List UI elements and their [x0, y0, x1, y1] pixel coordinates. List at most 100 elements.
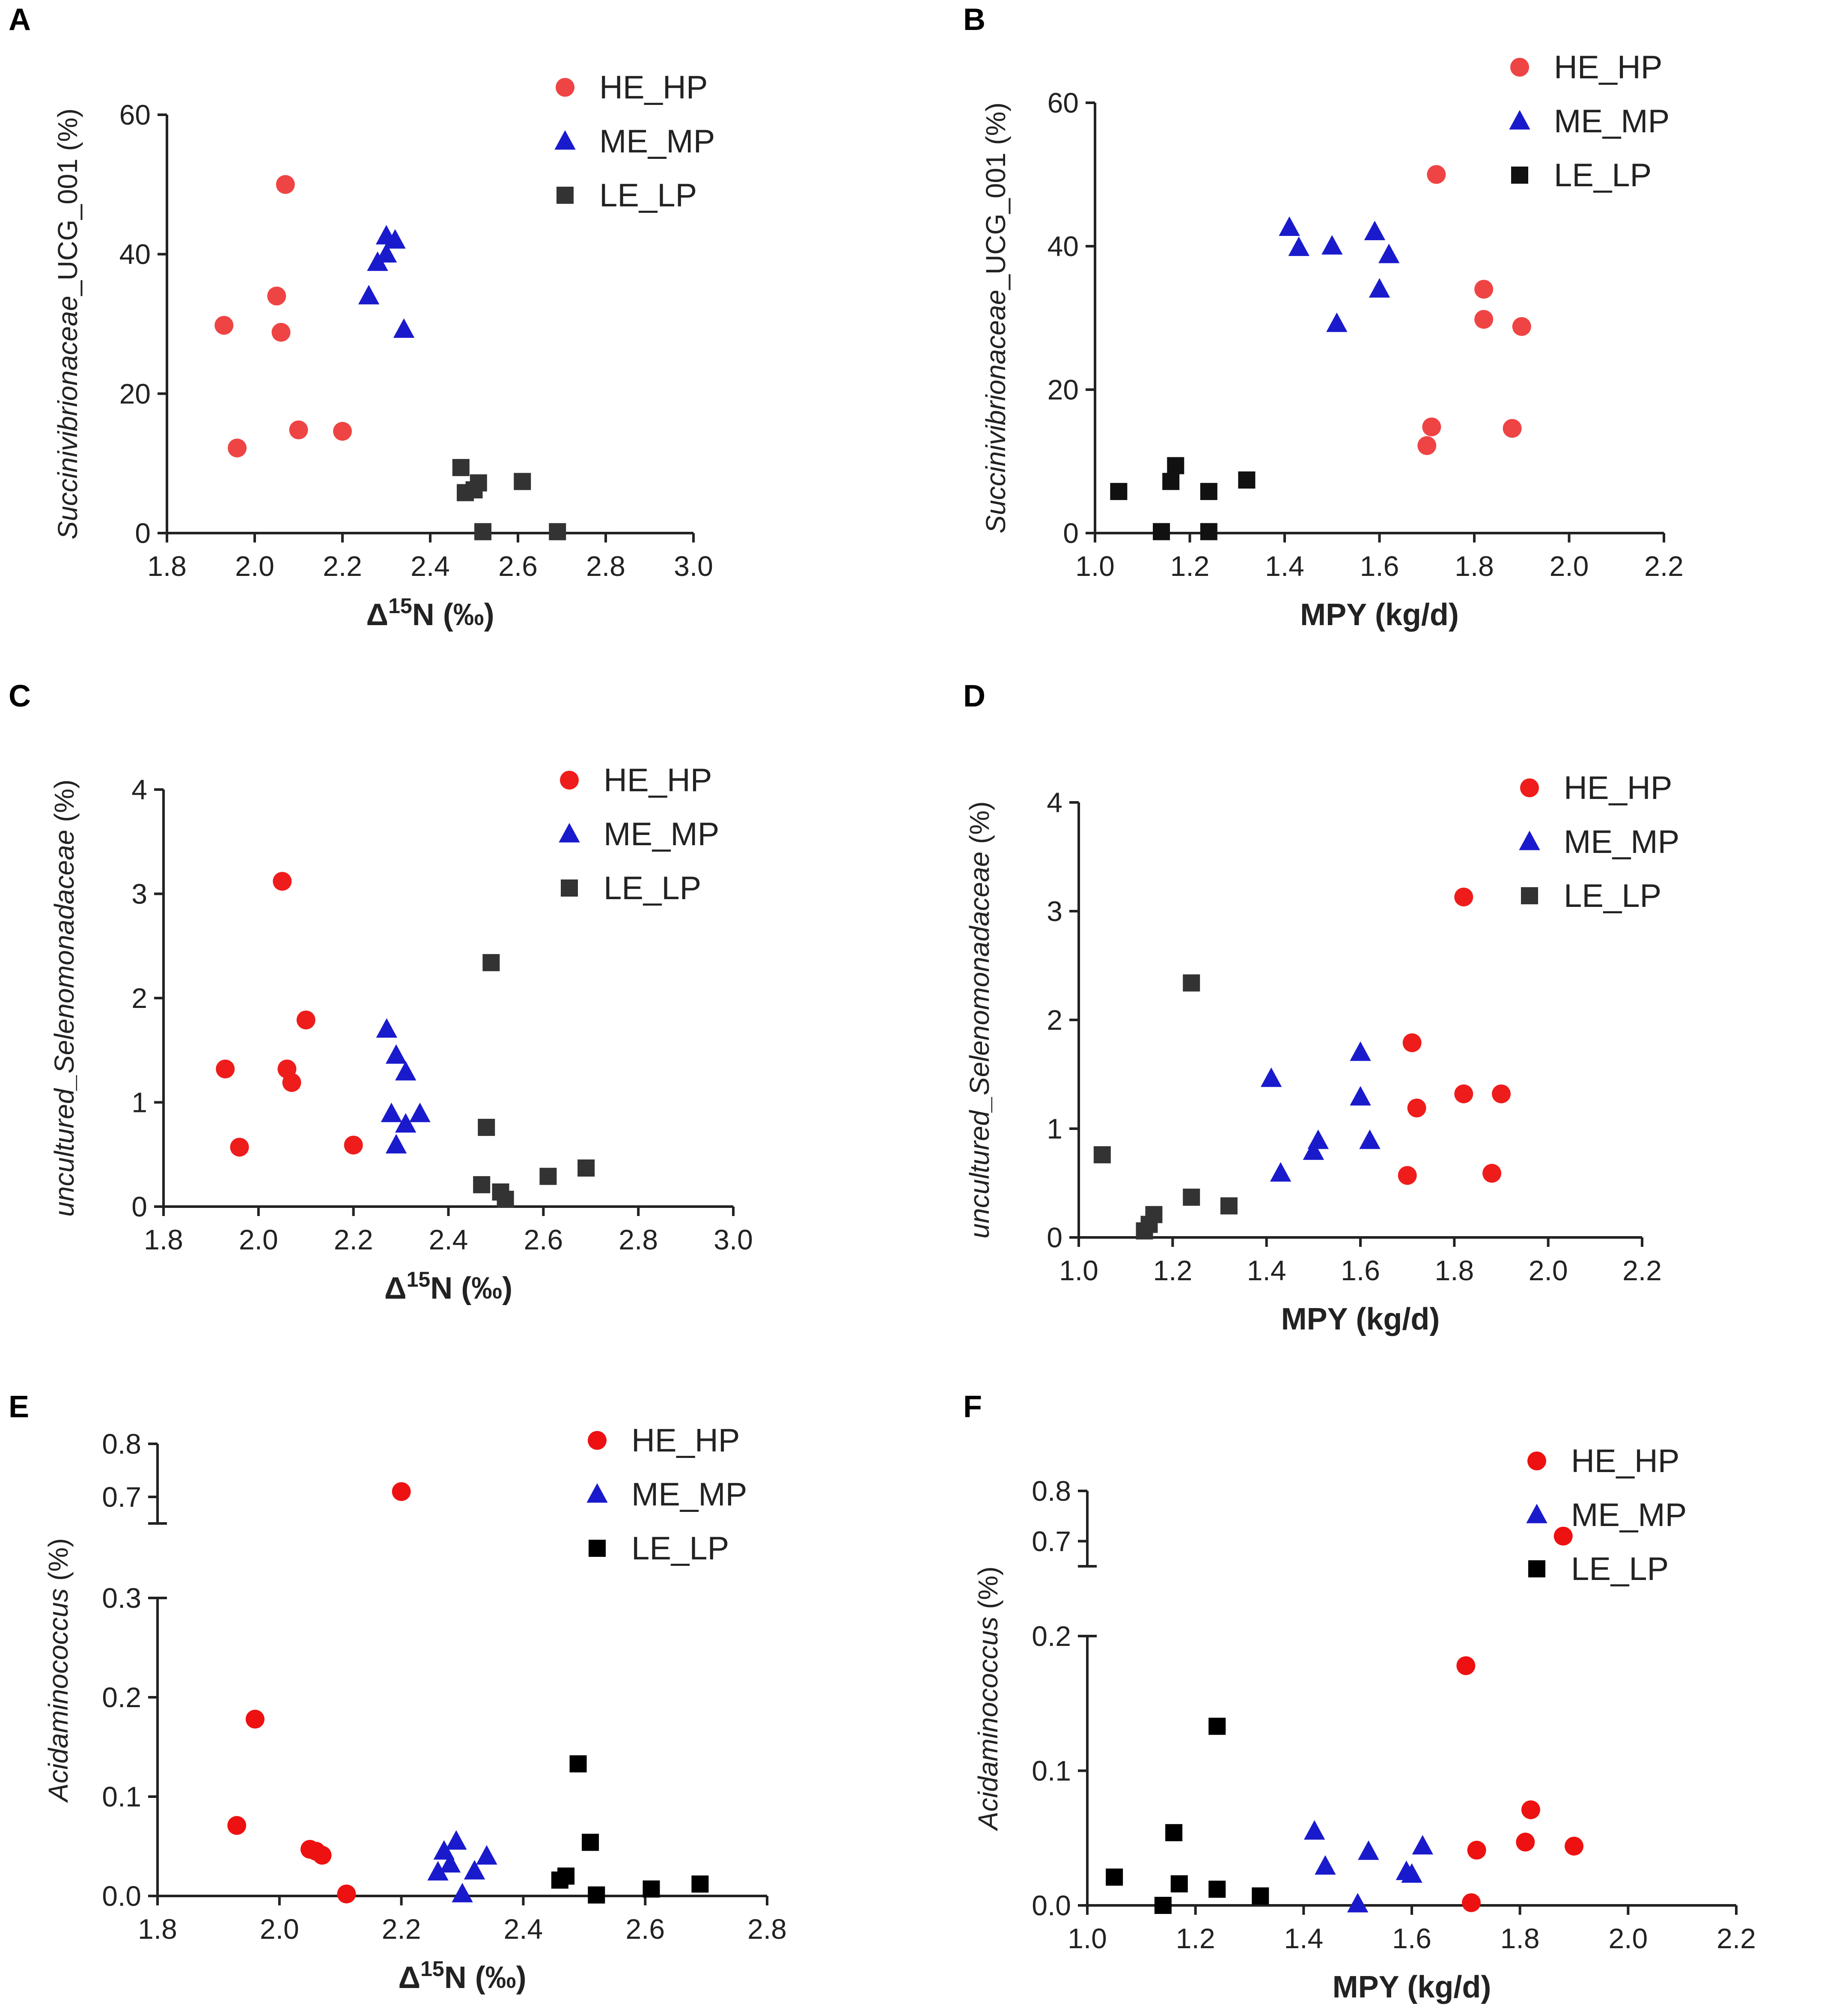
data-point-he-hp	[1521, 1800, 1540, 1819]
series-me-mp	[376, 1018, 431, 1154]
data-point-he-hp	[392, 1482, 411, 1501]
data-point-le-lp	[1165, 1824, 1183, 1842]
panel-c: C 1.8 2.0 2.2 2.4 2.6 2.8 3.0 0 1 2 3 4 Δ15N (‰) uncul…	[9, 679, 753, 1306]
series-le-lp	[551, 1755, 709, 1904]
y-tick-label: 1	[131, 1087, 147, 1118]
data-point-le-lp	[452, 459, 470, 476]
data-point-me-mp	[1270, 1162, 1292, 1182]
data-point-me-mp	[1315, 1855, 1336, 1875]
x-tick-label: 1.0	[1059, 1255, 1098, 1286]
legend-marker-me-mp	[1509, 110, 1530, 130]
data-point-me-mp	[395, 1061, 417, 1081]
data-point-le-lp	[1154, 1897, 1172, 1914]
data-point-le-lp	[474, 523, 491, 540]
legend-marker-me-mp	[554, 130, 576, 150]
legend-marker-le-lp	[589, 1540, 606, 1557]
x-tick-label: 1.6	[1341, 1255, 1380, 1286]
data-point-he-hp	[289, 420, 308, 440]
y-tick-label: 0.0	[102, 1880, 141, 1912]
x-tick-label: 1.2	[1153, 1255, 1192, 1286]
y-tick-label: 60	[119, 99, 151, 131]
data-point-me-mp	[1347, 1893, 1369, 1913]
data-point-le-lp	[643, 1880, 660, 1898]
x-tick-label: 1.8	[138, 1913, 177, 1945]
y-tick-label: 60	[1047, 87, 1079, 119]
x-axis-title: Δ15N (‰)	[384, 1267, 512, 1306]
legend-entry-le-lp: LE_LP	[1564, 878, 1661, 914]
series-he-hp	[227, 1482, 411, 1904]
data-point-he-hp	[1492, 1084, 1511, 1103]
y-axis-title: Acidaminococcus (%)	[973, 1566, 1003, 1831]
legend-entry-he-hp: HE_HP	[604, 762, 712, 799]
data-point-le-lp	[691, 1875, 709, 1893]
data-point-le-lp	[514, 473, 531, 490]
legend-marker-le-lp	[556, 187, 574, 204]
legend-entry-le-lp: LE_LP	[1571, 1551, 1669, 1587]
x-tick-label: 2.4	[411, 550, 450, 582]
data-point-me-mp	[446, 1830, 467, 1850]
y-tick-label: 0.8	[102, 1428, 141, 1460]
x-tick-label: 1.4	[1284, 1923, 1323, 1954]
legend-entry-le-lp: LE_LP	[599, 177, 697, 214]
y-tick-label: 0.2	[102, 1681, 141, 1713]
data-point-me-mp	[376, 1018, 398, 1038]
x-axis-title: Δ15N (‰)	[366, 594, 494, 632]
y-tick-label: 40	[119, 238, 151, 270]
panel-e: E 1.8 2.0 2.2 2.4 2.6 2.8 0.0 0.1 0.2 0.3 0.7 0.8 Δ15…	[9, 1390, 787, 1995]
legend-entry-me-mp: ME_MP	[631, 1476, 747, 1513]
data-point-me-mp	[439, 1853, 461, 1873]
data-point-le-lp	[569, 1755, 587, 1773]
y-tick-label: 0.7	[102, 1481, 141, 1513]
data-point-he-hp	[245, 1710, 265, 1729]
y-axis-title: uncultured_Selenomonadaceae (%)	[49, 779, 80, 1216]
y-tick-label: 3	[131, 878, 147, 910]
legend-marker-me-mp	[586, 1483, 608, 1503]
legend-entry-he-hp: HE_HP	[599, 69, 708, 106]
y-axis-title: Acidaminococcus (%)	[43, 1538, 74, 1803]
y-tick-label: 0	[135, 517, 151, 549]
x-tick-label: 2.2	[1644, 550, 1684, 582]
x-tick-label: 1.8	[147, 550, 187, 582]
series-le-lp	[473, 954, 595, 1208]
panel-d: D 1.0 1.2 1.4 1.6 1.8 2.0 2.2 0 1 2 3 4 MPY (kg/d) unc…	[963, 679, 1679, 1336]
data-point-le-lp	[1220, 1197, 1238, 1215]
data-point-le-lp	[470, 474, 487, 492]
y-tick-label: 0	[131, 1191, 147, 1222]
data-point-me-mp	[381, 1103, 402, 1122]
panel-f: F 1.0 1.2 1.4 1.6 1.8 2.0 2.2 0.0 0.1 0.2 0.7 0.8 MPY…	[963, 1390, 1756, 2004]
x-tick-label: 1.4	[1247, 1255, 1286, 1286]
x-tick-label: 3.0	[674, 550, 713, 582]
data-point-me-mp	[1350, 1041, 1371, 1061]
x-tick-label: 1.6	[1392, 1923, 1431, 1954]
data-point-le-lp	[473, 1176, 491, 1193]
data-point-he-hp	[296, 1010, 315, 1030]
data-point-he-hp	[1398, 1166, 1417, 1185]
x-axis-title: MPY (kg/d)	[1281, 1302, 1440, 1336]
legend-marker-le-lp	[1521, 887, 1538, 904]
y-tick-label: 4	[131, 774, 147, 805]
legend-marker-he-hp	[588, 1431, 607, 1450]
data-point-he-hp	[1482, 1164, 1502, 1183]
x-tick-label: 2.2	[382, 1913, 421, 1945]
data-point-me-mp	[367, 251, 388, 271]
data-point-he-hp	[1461, 1893, 1481, 1912]
x-tick-label: 2.6	[524, 1224, 563, 1255]
data-point-he-hp	[312, 1845, 332, 1865]
data-point-he-hp	[228, 438, 247, 458]
data-point-he-hp	[344, 1136, 363, 1155]
x-tick-label: 2.6	[498, 550, 538, 582]
x-tick-label: 2.2	[1717, 1923, 1756, 1954]
legend-marker-me-mp	[1519, 831, 1540, 850]
x-axis-title: Δ15N (‰)	[398, 1957, 526, 1995]
legend-entry-le-lp: LE_LP	[631, 1530, 729, 1567]
y-axis-title: Succinivibrionaceae_UCG_001 (%)	[52, 108, 83, 540]
data-point-me-mp	[1350, 1086, 1371, 1106]
data-point-he-hp	[273, 872, 292, 891]
x-tick-label: 2.4	[429, 1224, 468, 1255]
data-point-me-mp	[1378, 244, 1400, 263]
x-tick-label: 2.0	[1608, 1923, 1648, 1954]
y-tick-label: 2	[131, 982, 147, 1014]
data-point-le-lp	[1153, 523, 1170, 540]
legend-entry-me-mp: ME_MP	[604, 816, 719, 852]
data-point-me-mp	[1364, 221, 1386, 240]
